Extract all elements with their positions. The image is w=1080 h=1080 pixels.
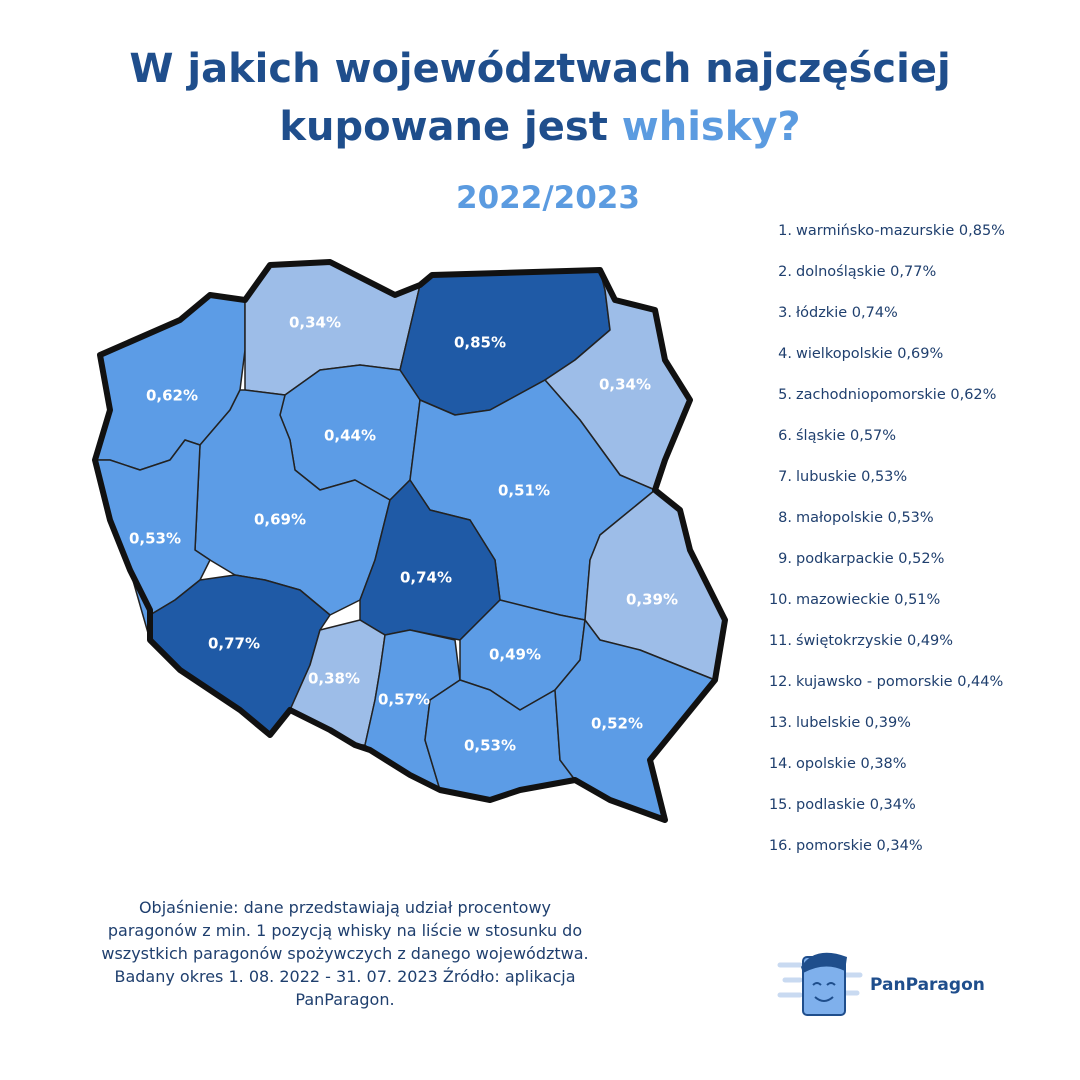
title-highlight: whisky? [621, 104, 801, 150]
ranking-value: 0,53% [887, 510, 934, 526]
ranking-rank: 10. [768, 592, 792, 608]
ranking-item: 10. mazowieckie 0,51% [760, 589, 1070, 630]
ranking-rank: 3. [778, 305, 792, 321]
ranking-name: dolnośląskie [796, 264, 886, 280]
ranking-value: 0,38% [860, 756, 907, 772]
ranking-item: 12. kujawsko - pomorskie 0,44% [760, 671, 1070, 712]
ranking-value: 0,74% [851, 305, 898, 321]
ranking-item: 1. warmińsko-mazurskie 0,85% [760, 220, 1070, 261]
region-label: 0,57% [378, 691, 430, 709]
ranking-item: 9. podkarpackie 0,52% [760, 548, 1070, 589]
ranking-name: podkarpackie [796, 551, 894, 567]
title: W jakich województwach najczęściej kupowa… [0, 40, 1080, 156]
ranking-item: 2. dolnośląskie 0,77% [760, 261, 1070, 302]
region-label: 0,62% [146, 387, 198, 405]
ranking-name: wielkopolskie [796, 346, 893, 362]
region-label: 0,38% [308, 670, 360, 688]
region-label: 0,49% [489, 646, 541, 664]
region-label: 0,39% [626, 591, 678, 609]
region-label: 0,44% [324, 427, 376, 445]
country-outline [92, 259, 728, 823]
title-line: kupowane jest [279, 104, 608, 150]
ranking-value: 0,51% [894, 592, 941, 608]
region-label: 0,34% [599, 376, 651, 394]
region-label: 0,51% [498, 482, 550, 500]
ranking-value: 0,69% [897, 346, 944, 362]
footnote: Objaśnienie: dane przedstawiają udział p… [101, 898, 589, 1009]
ranking-value: 0,52% [898, 551, 945, 567]
ranking-rank: 2. [778, 264, 792, 280]
ranking-value: 0,34% [869, 797, 916, 813]
map: 0,62% 0,34% 0,85% 0,34% 0,44% 0,51% 0,69% 0,53%… [92, 259, 728, 823]
ranking-name: pomorskie [796, 838, 872, 854]
ranking-rank: 11. [768, 633, 792, 649]
ranking-rank: 8. [778, 510, 792, 526]
ranking-rank: 9. [778, 551, 792, 567]
ranking-rank: 16. [768, 838, 792, 854]
ranking-name: podlaskie [796, 797, 866, 813]
region [94, 439, 211, 641]
ranking-rank: 13. [768, 715, 792, 731]
ranking-rank: 4. [778, 346, 792, 362]
ranking-value: 0,49% [906, 633, 954, 649]
ranking-value: 0,77% [890, 264, 937, 280]
ranking-rank: 15. [768, 797, 792, 813]
region-label: 0,34% [289, 314, 341, 332]
ranking-name: małopolskie [796, 510, 884, 526]
region-label: 0,69% [254, 511, 306, 529]
ranking-name: łódzkie [796, 305, 848, 321]
ranking-item: 16. pomorskie 0,34% [760, 835, 1070, 876]
ranking-item: 13. lubelskie 0,39% [760, 712, 1070, 753]
ranking-item: 7. lubuskie 0,53% [760, 466, 1070, 507]
ranking-rank: 6. [778, 428, 792, 444]
logo-icon [777, 952, 863, 1016]
ranking-list: 1. warmińsko-mazurskie 0,85% 2. dolnośląski… [760, 220, 1070, 876]
region-label: 0,74% [400, 569, 452, 587]
ranking-value: 0,39% [864, 715, 911, 731]
ranking-item: 14. opolskie 0,38% [760, 753, 1070, 794]
ranking-name: zachodniopomorskie [796, 387, 946, 403]
ranking-value: 0,44% [957, 674, 1004, 690]
period: 2022/2023 [456, 180, 640, 216]
ranking-name: warmińsko-mazurskie [796, 223, 955, 239]
ranking-rank: 12. [768, 674, 792, 690]
ranking-item: 4. wielkopolskie 0,69% [760, 343, 1070, 384]
ranking-rank: 1. [778, 223, 792, 239]
ranking-item: 15. podlaskie 0,34% [760, 794, 1070, 835]
region-label: 0,53% [464, 737, 516, 755]
ranking-value: 0,34% [876, 838, 923, 854]
region-label: 0,52% [591, 715, 643, 733]
region-label: 0,53% [129, 530, 181, 548]
ranking-rank: 5. [778, 387, 792, 403]
ranking-name: lubelskie [796, 715, 861, 731]
ranking-name: opolskie [796, 756, 856, 772]
ranking-value: 0,57% [849, 428, 897, 444]
ranking-item: 11. świętokrzyskie 0,49% [760, 630, 1070, 671]
title-line: W jakich województwach najczęściej [129, 46, 951, 92]
ranking-name: kujawsko - pomorskie [796, 674, 953, 690]
ranking-name: mazowieckie [796, 592, 890, 608]
ranking-value: 0,85% [958, 223, 1005, 239]
brand: PanParagon [870, 975, 985, 995]
ranking-value: 0,62% [950, 387, 997, 403]
ranking-name: śląskie [796, 428, 846, 444]
region-label: 0,85% [454, 334, 506, 352]
ranking-value: 0,53% [861, 469, 908, 485]
ranking-rank: 14. [768, 756, 792, 772]
ranking-item: 8. małopolskie 0,53% [760, 507, 1070, 548]
ranking-name: lubuskie [796, 469, 857, 485]
ranking-rank: 7. [778, 469, 792, 485]
ranking-item: 5. zachodniopomorskie 0,62% [760, 384, 1070, 425]
ranking-item: 6. śląskie 0,57% [760, 425, 1070, 466]
ranking-name: świętokrzyskie [796, 633, 903, 649]
region-label: 0,77% [208, 635, 260, 653]
ranking-item: 3. łódzkie 0,74% [760, 302, 1070, 343]
